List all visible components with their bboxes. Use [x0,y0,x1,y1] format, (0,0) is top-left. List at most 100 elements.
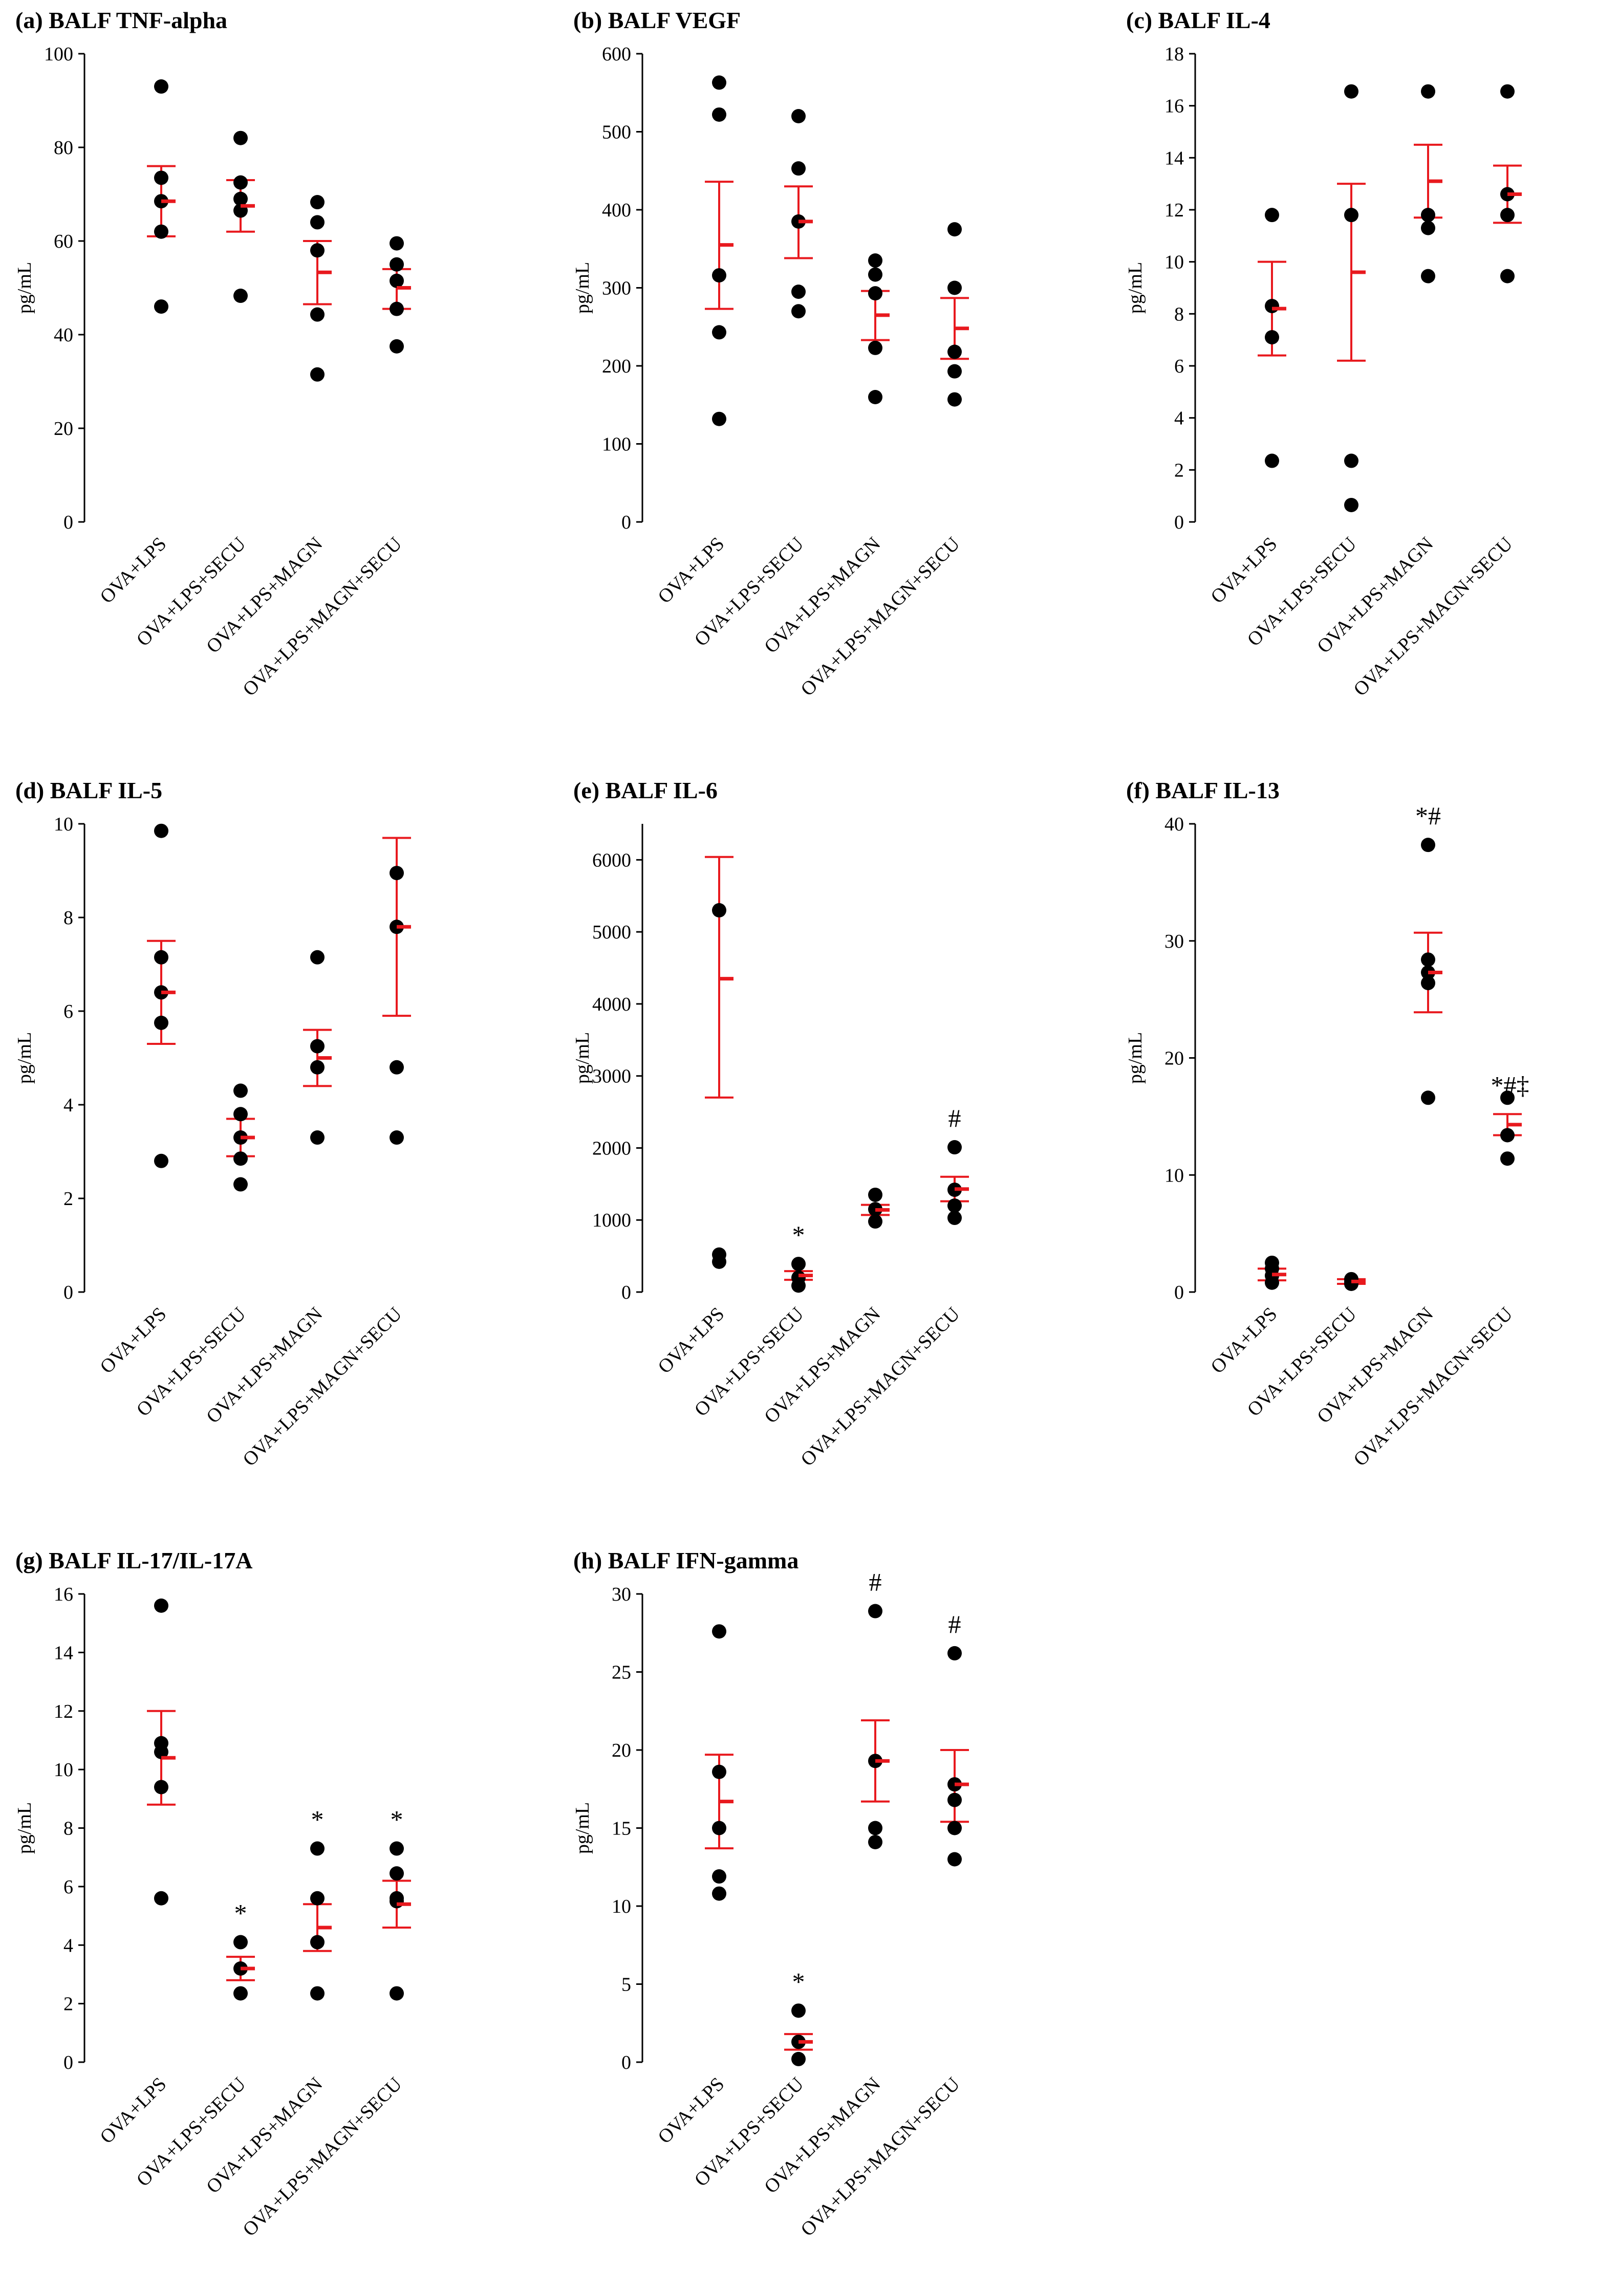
y-tick-label: 0 [621,512,631,533]
y-tick-label: 10 [54,1759,73,1781]
data-point [233,1986,248,2001]
data-point [154,299,168,314]
y-tick-label: 100 [602,434,631,455]
data-point [390,236,404,251]
y-tick-label: 25 [612,1662,631,1683]
significance-marker: * [792,1967,805,1996]
y-axis-label: pg/mL [572,1032,593,1084]
data-point [868,1214,882,1229]
y-axis-label: pg/mL [1125,262,1146,314]
y-axis-label: pg/mL [572,1802,593,1854]
y-tick-label: 10 [1164,252,1184,273]
y-tick-label: 0 [63,512,73,533]
y-tick-label: 2000 [592,1138,631,1159]
data-point [1344,84,1358,99]
y-tick-label: 8 [63,907,73,929]
data-point [310,1039,325,1054]
panel-c: (c) BALF IL-4 0 2 4 6 8 10 12 14 16 18 pg/mL OVA+LP… [1125,7,1522,701]
y-tick-label: 0 [63,2052,73,2073]
y-tick-label: 40 [1164,814,1184,835]
y-tick-label: 15 [612,1818,631,1840]
data-point [310,215,325,230]
y-tick-label: 2 [63,1188,73,1210]
data-point [1265,330,1279,345]
data-point [868,1604,882,1619]
y-tick-label: 14 [54,1642,73,1664]
y-tick-label: 0 [621,2052,631,2073]
y-tick-label: 8 [1174,303,1184,325]
data-point [791,161,806,176]
data-point [712,107,726,122]
y-tick-label: 400 [602,200,631,221]
data-point [390,339,404,354]
y-axis-label: pg/mL [1125,1032,1146,1084]
data-point [791,109,806,123]
y-tick-label: 5000 [592,922,631,943]
data-point [947,1646,962,1660]
y-tick-label: 600 [602,43,631,65]
y-tick-label: 80 [54,137,73,159]
data-point [390,301,404,316]
y-axis-label: pg/mL [14,262,35,314]
category-label: OVA+LPS [1206,533,1281,608]
data-point [310,367,325,382]
data-point [1500,269,1515,283]
category-label: OVA+LPS [96,2073,170,2148]
data-point [390,1866,404,1881]
panel-title: (e) BALF IL-6 [573,777,718,803]
y-tick-label: 0 [63,1282,73,1303]
data-point [712,1624,726,1639]
panel-a: (a) BALF TNF-alpha 0 20 40 60 80 100 pg/mL OVA+… [14,7,411,701]
significance-marker: * [391,1805,403,1834]
panel-title: (h) BALF IFN-gamma [573,1547,798,1573]
y-tick-label: 6 [1174,356,1184,377]
data-point [947,364,962,379]
y-tick-label: 14 [1164,147,1184,169]
data-point [1265,299,1279,314]
y-tick-label: 16 [1164,96,1184,117]
y-axis-label: pg/mL [14,1802,35,1854]
y-tick-label: 40 [54,324,73,346]
data-point [154,170,168,185]
data-point [233,1083,248,1098]
y-tick-label: 12 [54,1701,73,1722]
data-point [1344,497,1358,512]
data-point [233,130,248,145]
y-tick-label: 100 [44,43,73,65]
data-point [712,903,726,917]
category-label: OVA+LPS+MAGN+SECU [239,533,406,701]
data-point [1421,221,1435,235]
y-tick-label: 12 [1164,200,1184,221]
data-point [947,1792,962,1807]
data-point [310,1986,325,2001]
category-label: OVA+LPS+MAGN+SECU [1349,1303,1517,1471]
data-point [390,1060,404,1075]
significance-marker: * [311,1805,324,1834]
data-point [154,1015,168,1030]
data-point [947,1821,962,1835]
panel-b: (b) BALF VEGF 0 100 200 300 400 500 600 pg/mL OV… [572,7,969,701]
data-point [1265,1275,1279,1290]
data-point [947,1852,962,1867]
data-point [947,1211,962,1226]
data-point [791,2051,806,2066]
data-point [154,1153,168,1168]
data-point [1421,976,1435,991]
data-point [712,1764,726,1779]
data-point [390,1986,404,2001]
panel-h: (h) BALF IFN-gamma 0 5 10 15 20 25 30 pg/mL OVA+… [572,1547,969,2241]
data-point [310,307,325,322]
category-label: OVA+LPS [96,533,170,608]
data-point [868,390,882,404]
data-point [1265,208,1279,223]
data-point [947,222,962,237]
data-point [947,280,962,295]
data-point [390,1841,404,1856]
panel-title: (c) BALF IL-4 [1126,7,1270,33]
y-tick-label: 0 [1174,1282,1184,1303]
category-label: OVA+LPS+MAGN+SECU [1349,533,1517,701]
data-point [390,1130,404,1145]
data-point [1421,1090,1435,1105]
data-point [390,257,404,272]
